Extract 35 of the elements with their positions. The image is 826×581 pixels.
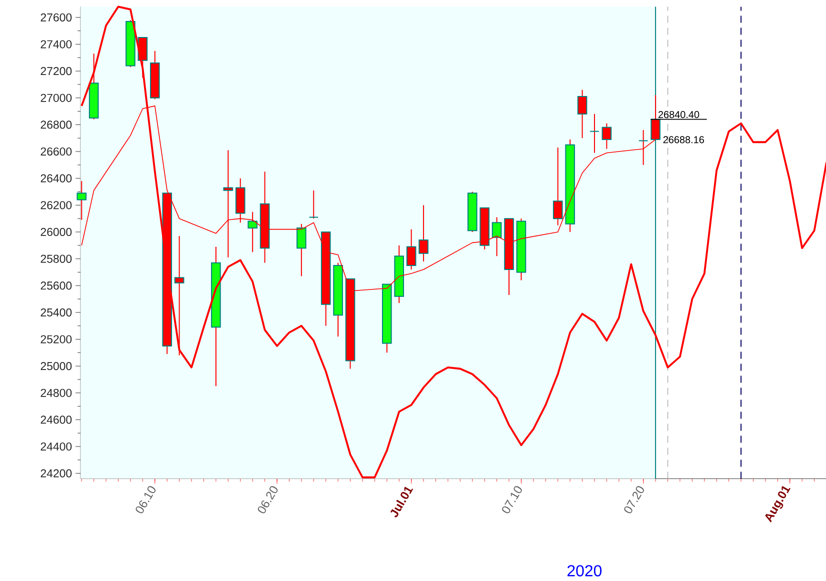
candlestick <box>308 190 319 220</box>
y-tick-label: 26800 <box>40 120 72 129</box>
y-tick-label: 25000 <box>40 362 72 370</box>
y-tick-label: 24600 <box>40 416 72 424</box>
y-tick-label: 26600 <box>40 147 72 156</box>
candlestick <box>492 216 502 257</box>
y-tick-label: 27400 <box>40 40 72 48</box>
y-tick-label: 27000 <box>40 94 72 102</box>
y-tick-label: 25200 <box>40 335 72 344</box>
candlestick <box>602 122 612 150</box>
candlestick <box>406 228 416 270</box>
annotation: 26840.40 <box>658 111 700 118</box>
y-tick-label: 27600 <box>40 13 72 22</box>
candlestick <box>590 113 600 154</box>
candlestick <box>223 150 234 258</box>
candlestick <box>552 147 563 226</box>
candlestick <box>174 236 184 356</box>
annotation: 26688.16 <box>663 136 704 144</box>
candlestick <box>296 223 306 277</box>
y-tick-label: 25600 <box>40 282 72 290</box>
y-tick-label: 26200 <box>40 201 72 210</box>
y-tick-label: 26000 <box>40 228 72 236</box>
y-tick-label: 25800 <box>40 254 72 263</box>
candlestick <box>418 204 428 262</box>
candlestick <box>577 89 588 139</box>
y-tick-label: 26400 <box>40 174 72 182</box>
candlestick <box>248 211 258 253</box>
y-tick-label: 27200 <box>40 67 72 76</box>
candlestick <box>638 130 648 166</box>
y-tick-label: 24800 <box>40 388 72 397</box>
y-tick-label: 25400 <box>40 308 72 316</box>
y-tick-label: 24400 <box>40 442 72 451</box>
x-axis-title: 2020 <box>568 565 602 576</box>
candlestick <box>76 180 87 220</box>
y-tick-label: 24200 <box>40 469 72 478</box>
